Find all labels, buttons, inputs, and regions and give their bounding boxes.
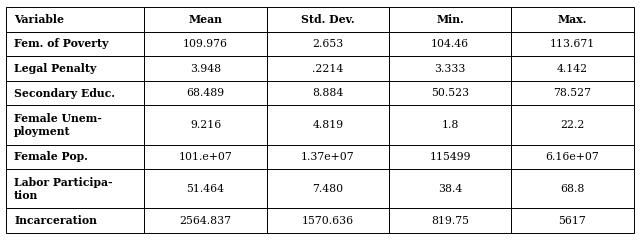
Bar	[511, 169, 634, 208]
Text: 3.948: 3.948	[190, 64, 221, 73]
Bar	[6, 81, 145, 105]
Bar	[389, 169, 511, 208]
Bar	[511, 208, 634, 233]
Text: 4.819: 4.819	[312, 120, 344, 130]
Bar	[389, 32, 511, 56]
Text: Mean: Mean	[189, 14, 223, 25]
Bar	[6, 144, 145, 169]
Text: 115499: 115499	[429, 152, 471, 162]
Bar	[145, 144, 267, 169]
Bar	[6, 208, 145, 233]
Bar	[6, 56, 145, 81]
Text: Labor Participa-
tion: Labor Participa- tion	[14, 177, 113, 201]
Text: 22.2: 22.2	[560, 120, 584, 130]
Text: 4.142: 4.142	[557, 64, 588, 73]
Bar	[145, 7, 267, 32]
Text: Min.: Min.	[436, 14, 464, 25]
Bar	[6, 169, 145, 208]
Bar	[145, 32, 267, 56]
Bar	[145, 169, 267, 208]
Text: Max.: Max.	[558, 14, 587, 25]
Text: Fem. of Poverty: Fem. of Poverty	[14, 38, 109, 49]
Text: Variable: Variable	[14, 14, 64, 25]
Text: 1.37e+07: 1.37e+07	[301, 152, 355, 162]
Bar	[267, 105, 389, 144]
Text: 50.523: 50.523	[431, 88, 469, 98]
Bar	[6, 105, 145, 144]
Bar	[389, 105, 511, 144]
Text: 101.e+07: 101.e+07	[179, 152, 232, 162]
Bar	[389, 56, 511, 81]
Bar	[145, 105, 267, 144]
Bar	[511, 7, 634, 32]
Text: Incarceration: Incarceration	[14, 215, 97, 226]
Bar	[267, 56, 389, 81]
Bar	[6, 7, 145, 32]
Text: Std. Dev.: Std. Dev.	[301, 14, 355, 25]
Bar	[145, 81, 267, 105]
Bar	[511, 81, 634, 105]
Bar	[6, 32, 145, 56]
Text: 109.976: 109.976	[183, 39, 228, 49]
Bar	[389, 7, 511, 32]
Text: 104.46: 104.46	[431, 39, 469, 49]
Text: 5617: 5617	[559, 216, 586, 226]
Text: 68.489: 68.489	[186, 88, 225, 98]
Text: Female Unem-
ployment: Female Unem- ployment	[14, 113, 102, 137]
Text: 68.8: 68.8	[560, 184, 584, 194]
Bar	[511, 144, 634, 169]
Text: 7.480: 7.480	[312, 184, 344, 194]
Bar	[267, 144, 389, 169]
Text: 2.653: 2.653	[312, 39, 344, 49]
Text: .2214: .2214	[312, 64, 344, 73]
Text: 1.8: 1.8	[442, 120, 459, 130]
Text: 78.527: 78.527	[554, 88, 591, 98]
Bar	[389, 81, 511, 105]
Text: 6.16e+07: 6.16e+07	[545, 152, 599, 162]
Bar	[267, 169, 389, 208]
Bar	[511, 56, 634, 81]
Text: 2564.837: 2564.837	[180, 216, 232, 226]
Text: 9.216: 9.216	[190, 120, 221, 130]
Bar	[511, 105, 634, 144]
Bar	[145, 56, 267, 81]
Text: 51.464: 51.464	[186, 184, 225, 194]
Bar	[267, 7, 389, 32]
Bar	[389, 144, 511, 169]
Bar	[267, 32, 389, 56]
Text: Female Pop.: Female Pop.	[14, 151, 88, 162]
Bar	[267, 208, 389, 233]
Text: 8.884: 8.884	[312, 88, 344, 98]
Text: Legal Penalty: Legal Penalty	[14, 63, 97, 74]
Text: 113.671: 113.671	[550, 39, 595, 49]
Text: Secondary Educ.: Secondary Educ.	[14, 88, 115, 99]
Bar	[511, 32, 634, 56]
Text: 3.333: 3.333	[435, 64, 466, 73]
Text: 1570.636: 1570.636	[302, 216, 354, 226]
Bar	[267, 81, 389, 105]
Bar	[145, 208, 267, 233]
Text: 38.4: 38.4	[438, 184, 462, 194]
Text: 819.75: 819.75	[431, 216, 469, 226]
Bar	[389, 208, 511, 233]
